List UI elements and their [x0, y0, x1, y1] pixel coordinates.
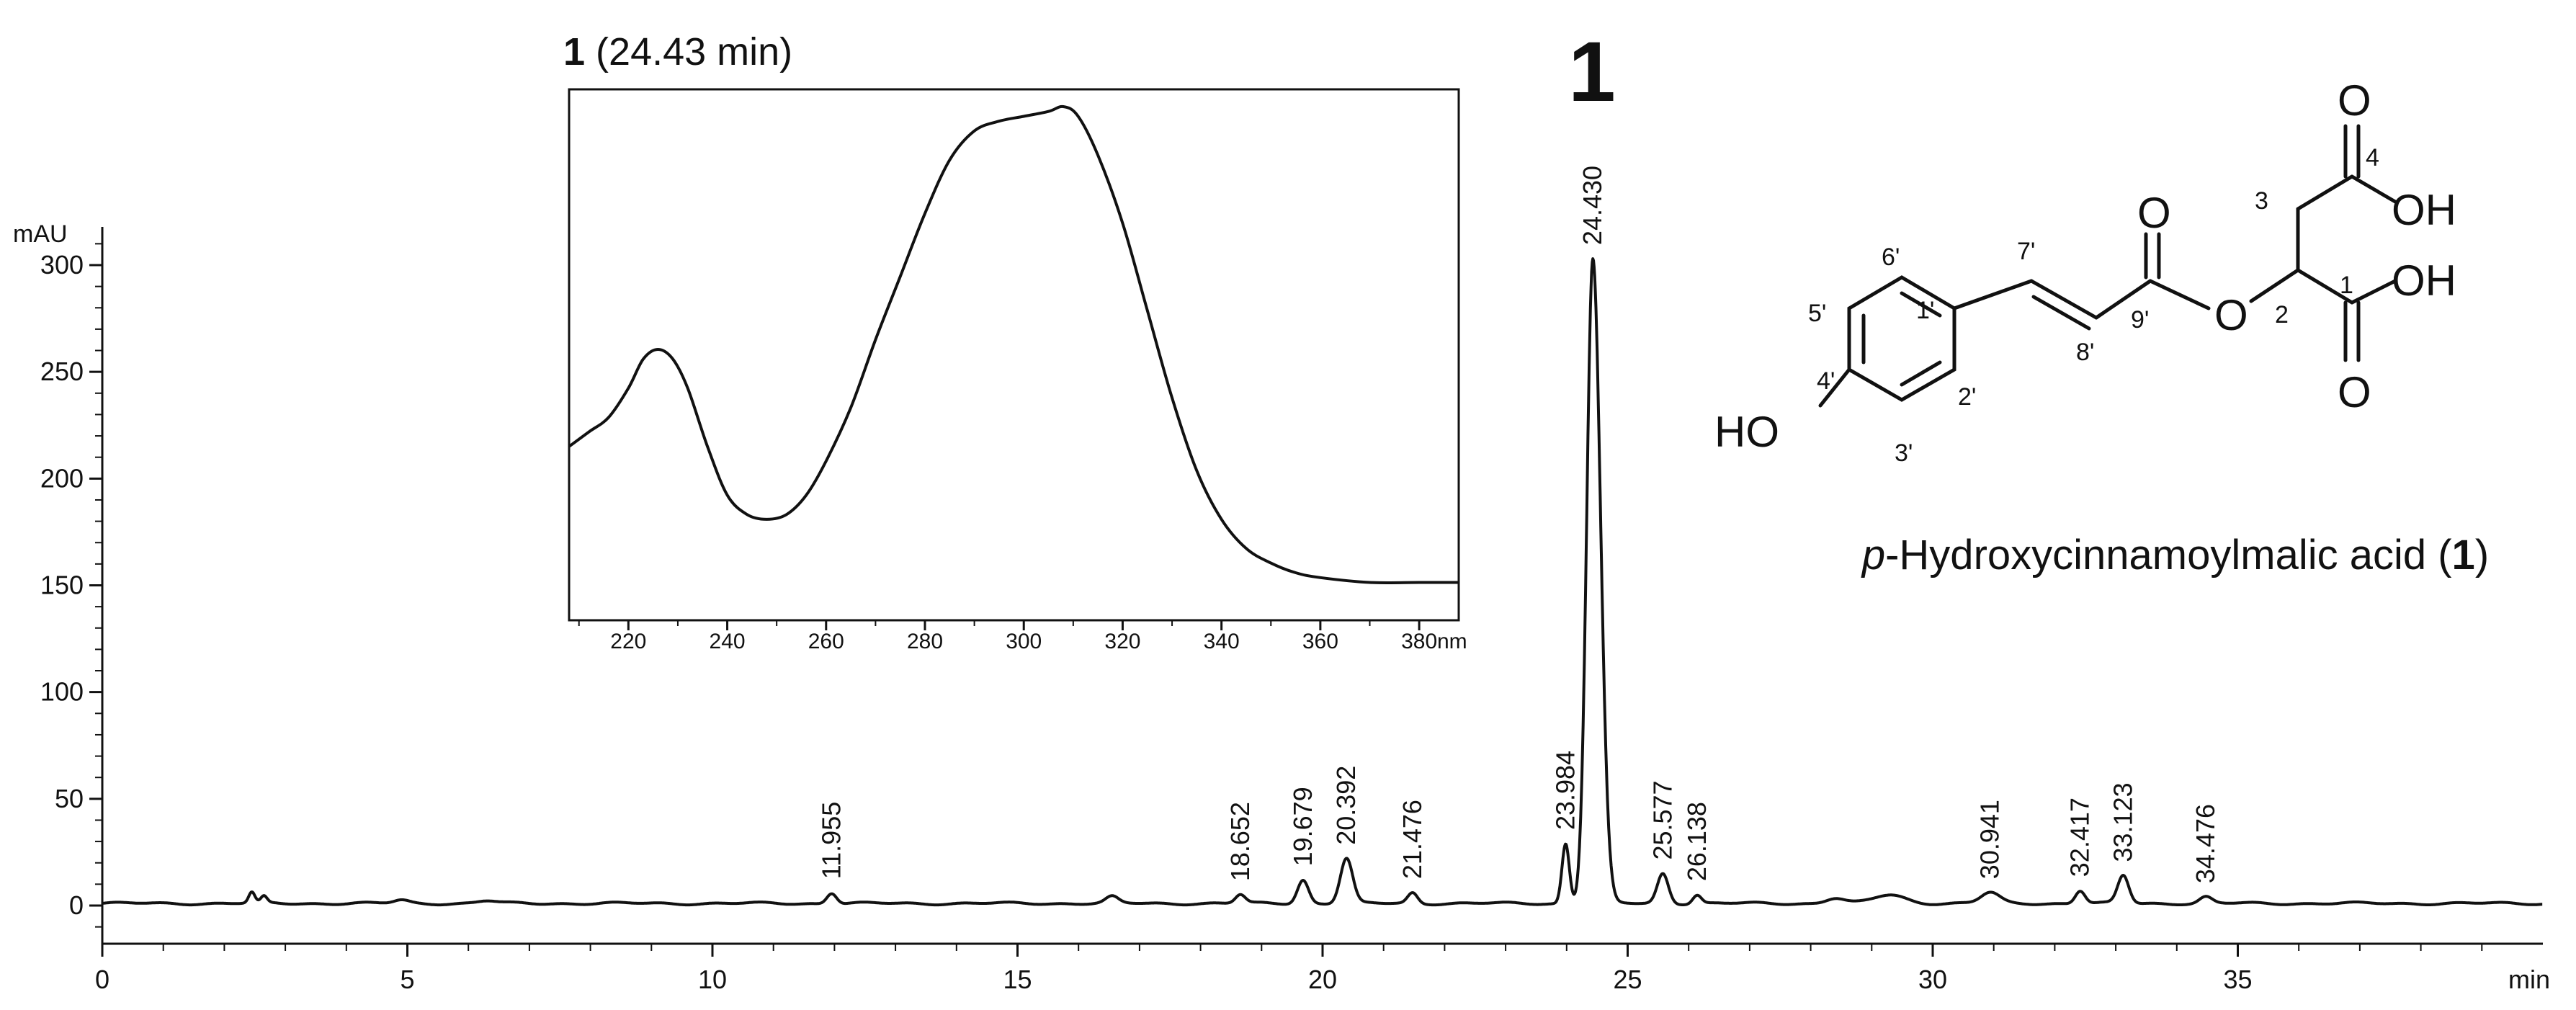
main-peak-compound-label: 1	[1568, 24, 1616, 120]
inset-title-time: (24.43 min)	[585, 30, 792, 73]
position-9p: 9'	[2131, 306, 2149, 334]
compound-name-prefix: p	[1861, 532, 1885, 578]
inset-axis-ticks	[578, 620, 1421, 630]
peak-label: 34.476	[2191, 804, 2220, 883]
bond-c1p-c7p	[1952, 279, 2034, 310]
bond-c8p-c9p	[2094, 279, 2152, 320]
position-4: 4	[2366, 144, 2379, 171]
inset-x-tick-label: 300	[1006, 630, 1042, 653]
x-tick-label: 5	[400, 965, 414, 994]
y-axis-label: mAU	[13, 220, 68, 248]
x-tick-label: 10	[698, 965, 727, 994]
inset-x-tick-label: 340	[1204, 630, 1240, 653]
acid4-oh-bond	[2350, 174, 2397, 204]
atom-acid4-oh: OH	[2392, 186, 2456, 234]
position-4p: 4'	[1817, 367, 1835, 395]
ring-double-bond	[1900, 360, 1942, 387]
position-5p: 5'	[1808, 300, 1826, 327]
atom-acid1-oh: OH	[2392, 256, 2456, 305]
y-tick-label: 100	[40, 677, 84, 707]
inset-axis-tick-labels: 220 240 260 280 300 320 340 360 380	[610, 630, 1437, 653]
peak-label: 11.955	[817, 802, 846, 879]
atom-ester-carbonyl-o: O	[2137, 189, 2171, 237]
compound-name-main: -Hydroxycinnamoylmalic acid (	[1885, 532, 2451, 578]
chromatogram: 0 5 10 15 20 25 30 35 0 50 100 150 200 250 300 mAU min…	[13, 24, 2550, 994]
inset-x-tick-label: 380	[1401, 630, 1437, 653]
bond-c7p-c8p-double	[2031, 295, 2091, 331]
x-tick-label: 15	[1003, 965, 1032, 994]
compound-name-close: )	[2475, 532, 2489, 578]
chromatogram-trace	[101, 257, 2544, 907]
atom-ho: HO	[1714, 408, 1779, 456]
atom-acid1-o: O	[2338, 368, 2371, 416]
inset-x-axis-label: nm	[1437, 630, 1467, 653]
hydroxyl-bond	[1818, 367, 1851, 408]
peak-label: 30.941	[1975, 800, 2005, 879]
x-tick-label: 0	[95, 965, 109, 994]
y-tick-label: 50	[55, 784, 84, 813]
inset-x-tick-label: 220	[610, 630, 646, 653]
peak-label: 18.652	[1225, 802, 1255, 881]
y-tick-label: 250	[40, 357, 84, 386]
ring-double-bond	[1900, 291, 1942, 318]
y-tick-label: 300	[40, 250, 84, 280]
peak-labels: 11.955 18.652 19.679 20.392 21.476 23.984 24.4…	[817, 166, 2221, 883]
position-7p: 7'	[2017, 238, 2035, 265]
compound-name-number: 1	[2452, 532, 2475, 578]
acid1-oh-bond	[2350, 279, 2397, 305]
compound-name: p-Hydroxycinnamoylmalic acid (1)	[1861, 532, 2489, 578]
position-2p: 2'	[1958, 383, 1976, 411]
ester-bond	[2148, 279, 2211, 310]
x-tick-label: 35	[2223, 965, 2252, 994]
ester-o-c2-bond	[2249, 268, 2300, 303]
inset-x-tick-label: 320	[1104, 630, 1140, 653]
inset-frame	[568, 88, 1460, 622]
x-tick-label: 30	[1918, 965, 1947, 994]
inset-x-tick-label: 240	[710, 630, 746, 653]
peak-label: 26.138	[1682, 802, 1712, 881]
position-3: 3	[2255, 187, 2268, 215]
y-tick-label: 150	[40, 571, 84, 600]
peak-label: 19.679	[1288, 787, 1318, 866]
peak-label: 32.417	[2065, 797, 2095, 877]
x-tick-label: 25	[1613, 965, 1642, 994]
inset-x-tick-label: 280	[907, 630, 943, 653]
position-8p: 8'	[2076, 339, 2094, 366]
peak-label: 24.430	[1578, 166, 1607, 245]
position-3p: 3'	[1895, 439, 1913, 467]
inset-title: 1 (24.43 min)	[563, 30, 792, 73]
position-1: 1	[2340, 272, 2353, 299]
peak-label: 23.984	[1550, 751, 1580, 830]
uv-spectrum-inset: 1 (24.43 min) 220 240 260 280 300 320 340 360 38…	[563, 30, 1467, 653]
x-tick-label: 20	[1308, 965, 1337, 994]
position-6p: 6'	[1882, 243, 1900, 271]
bond-c3-c4	[2296, 174, 2354, 211]
y-tick-label: 200	[40, 463, 84, 493]
inset-x-tick-label: 260	[808, 630, 844, 653]
peak-label: 25.577	[1647, 780, 1677, 859]
atom-ester-o: O	[2214, 291, 2248, 339]
axis-tick-labels: 0 5 10 15 20 25 30 35 0 50 100 150 200 250 300	[40, 250, 2253, 994]
y-tick-label: 0	[69, 890, 84, 920]
position-1p: 1'	[1916, 297, 1934, 324]
peak-label: 20.392	[1331, 766, 1361, 845]
uv-spectrum-trace	[568, 104, 1459, 584]
inset-title-compound: 1	[563, 30, 585, 73]
peak-label: 21.476	[1397, 800, 1427, 879]
inset-x-tick-label: 360	[1302, 630, 1338, 653]
peak-label: 33.123	[2108, 782, 2138, 862]
axis-ticks	[89, 243, 2483, 957]
chemical-structure: HO O O O OH OH O 1' 2' 3' 4' 5' 6' 7' 8'…	[1714, 76, 2489, 578]
bond-c7p-c8p	[2029, 279, 2098, 320]
atom-acid4-o: O	[2338, 76, 2371, 125]
position-2: 2	[2275, 301, 2289, 329]
bond-c2-c1	[2296, 268, 2354, 305]
x-axis-label: min	[2508, 965, 2550, 994]
